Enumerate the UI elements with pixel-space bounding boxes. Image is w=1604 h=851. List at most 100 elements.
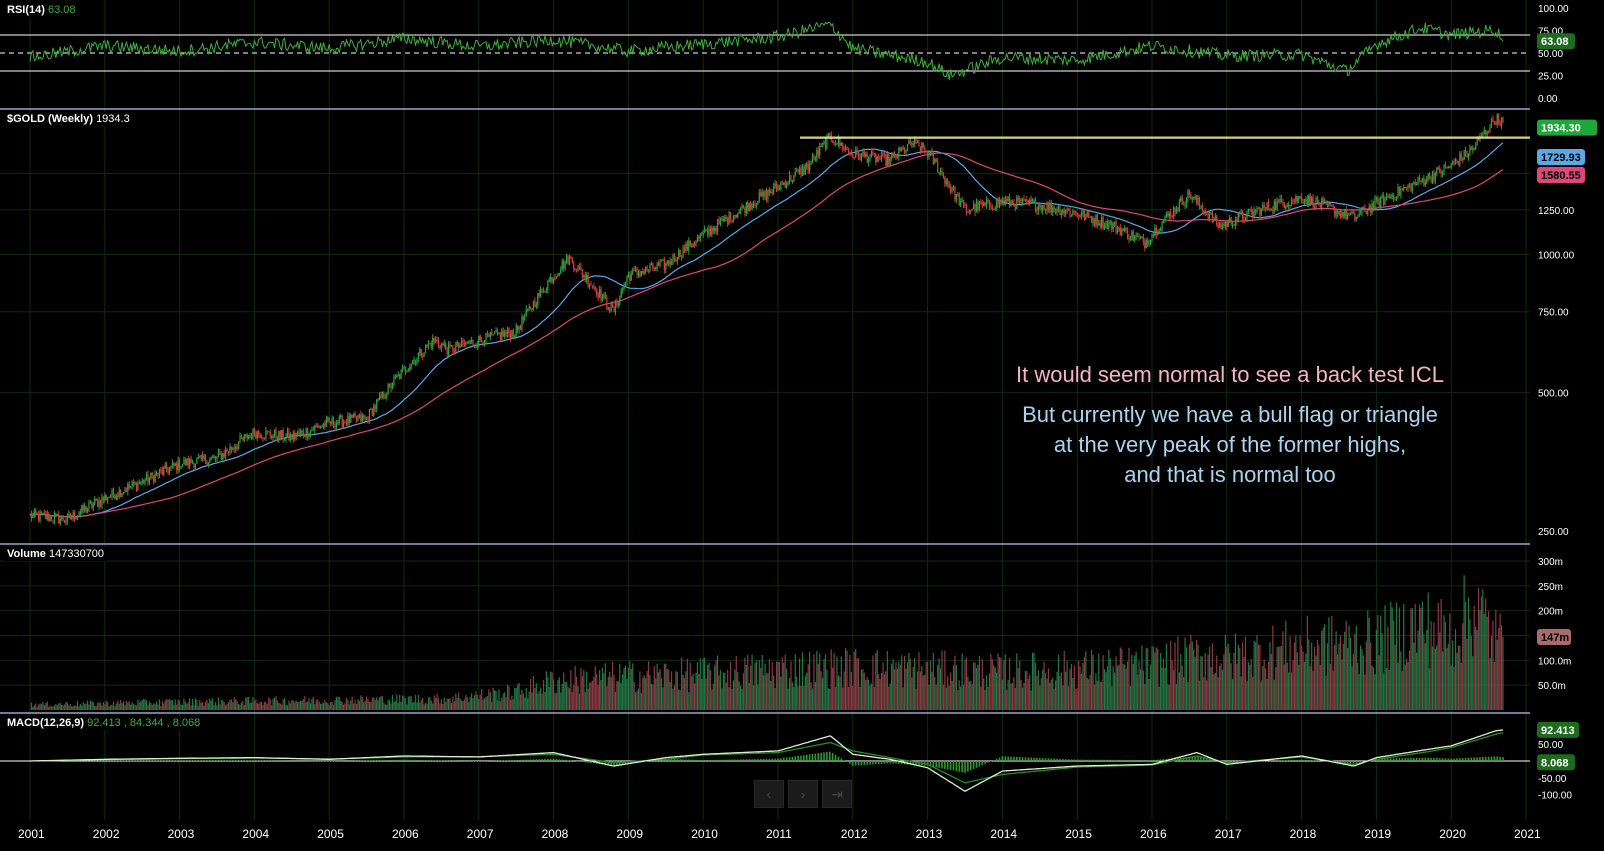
volume-bar (150, 703, 151, 710)
volume-bar (87, 700, 88, 710)
volume-bar (565, 682, 566, 710)
volume-bar (944, 651, 945, 710)
macd-histogram-bar (1439, 758, 1441, 761)
volume-bar (744, 658, 745, 710)
volume-bar (511, 696, 512, 710)
candle-body (35, 510, 36, 514)
candle-body (917, 140, 918, 143)
volume-bar (41, 704, 42, 710)
volume-bar (1317, 640, 1318, 710)
candle-body (285, 435, 286, 439)
volume-bar (1390, 602, 1391, 710)
volume-bar (294, 703, 295, 710)
volume-bar (890, 683, 891, 710)
x-tick-label: 2015 (1065, 827, 1092, 841)
candle-body (1232, 225, 1233, 226)
macd-tick-label: -50.00 (1538, 774, 1567, 785)
macd-histogram-bar (763, 759, 765, 761)
volume-bar (346, 698, 347, 710)
macd-histogram-bar (1082, 760, 1084, 761)
candle-body (389, 384, 390, 385)
candle-body (531, 309, 532, 310)
candle-body (645, 267, 646, 271)
candle-body (42, 513, 43, 514)
candle-body (1387, 196, 1388, 197)
candle-body (1117, 228, 1118, 232)
volume-bar (500, 701, 501, 710)
scroll-to-end-button[interactable]: ⇥ (822, 780, 852, 808)
volume-bar (993, 665, 994, 710)
candle-body (146, 474, 147, 480)
volume-bar (327, 703, 328, 710)
candle-body (733, 216, 734, 221)
volume-bar (1028, 679, 1029, 710)
volume-bar (483, 699, 484, 710)
volume-bar (205, 702, 206, 710)
volume-bar (185, 702, 186, 710)
candle-body (1147, 240, 1148, 243)
candle-body (1304, 201, 1305, 203)
volume-bar (367, 699, 368, 710)
volume-bar (1202, 657, 1203, 710)
candle-body (1472, 148, 1473, 149)
volume-bar (806, 673, 807, 710)
candle-body (1127, 230, 1128, 238)
volume-bar (1008, 680, 1009, 710)
candle-body (1438, 168, 1439, 169)
candle-body (511, 330, 512, 338)
candle-body (611, 304, 612, 310)
macd-histogram-bar (1309, 760, 1311, 761)
volume-bar (596, 674, 597, 710)
candle-body (721, 218, 722, 219)
candle-body (1225, 222, 1226, 226)
volume-bar (218, 697, 219, 710)
candle-body (1295, 196, 1296, 201)
volume-bar (1097, 681, 1098, 710)
candle-body (563, 261, 564, 268)
candle-body (598, 295, 599, 297)
candle-body (628, 275, 629, 277)
volume-bar (68, 706, 69, 710)
candle-body (1018, 198, 1019, 201)
volume-bar (970, 681, 971, 710)
candle-body (577, 266, 578, 270)
volume-bar (349, 704, 350, 710)
candle-body (708, 228, 709, 234)
volume-bar (550, 672, 551, 710)
scroll-left-button[interactable]: ‹ (754, 780, 784, 808)
volume-bar (619, 664, 620, 710)
volume-bar (766, 674, 767, 710)
candle-body (283, 430, 284, 439)
volume-bar (917, 671, 918, 710)
candle-body (1395, 199, 1396, 200)
candle-body (1308, 196, 1309, 205)
volume-bar (615, 692, 616, 710)
candle-body (1390, 196, 1391, 198)
candle-body (513, 330, 514, 336)
candle-body (127, 484, 128, 492)
volume-bar (1055, 680, 1056, 710)
volume-bar (792, 683, 793, 710)
candle-body (836, 144, 837, 145)
candle-body (498, 333, 499, 334)
volume-bar (209, 698, 210, 710)
candle-body (490, 332, 491, 337)
scroll-right-button[interactable]: › (788, 780, 818, 808)
volume-bar (599, 670, 600, 710)
volume-bar (772, 662, 773, 710)
volume-bar (969, 682, 970, 710)
volume-bar (1059, 676, 1060, 710)
candle-body (324, 424, 325, 427)
candle-body (1136, 235, 1137, 236)
candle-body (1229, 218, 1230, 221)
candle-body (913, 144, 914, 145)
volume-bar (1445, 622, 1446, 710)
candle-body (741, 205, 742, 208)
volume-bar (45, 703, 46, 710)
macd-histogram-bar (786, 757, 788, 761)
candle-body (1180, 198, 1181, 201)
candle-body (1041, 205, 1042, 211)
candle-body (644, 271, 645, 273)
volume-bar (1386, 668, 1387, 710)
annotation-line-4: and that is normal too (960, 460, 1500, 490)
